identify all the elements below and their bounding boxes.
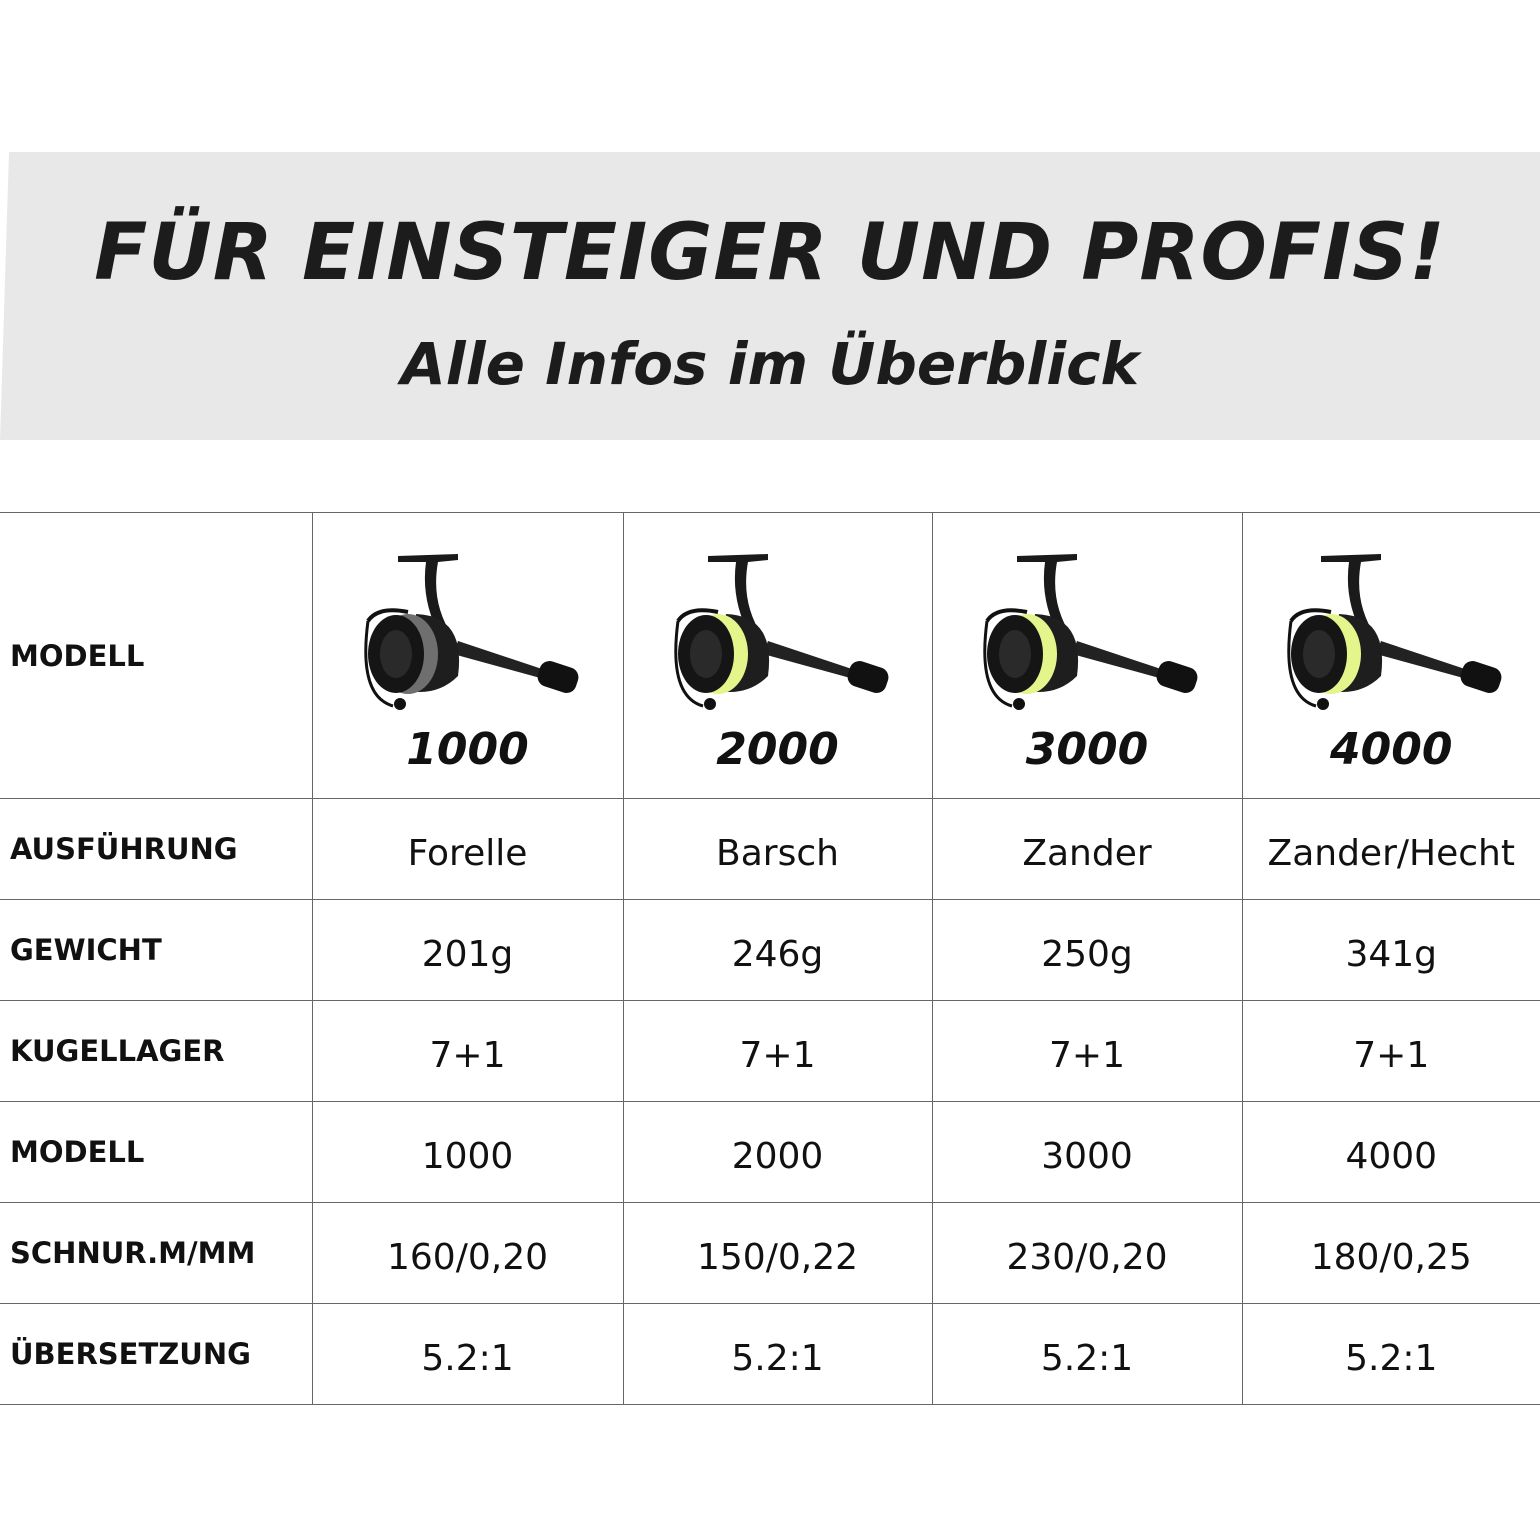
row-label: MODELL <box>0 512 312 799</box>
cell-value: Zander <box>1022 832 1152 874</box>
cell-value: 5.2:1 <box>731 1337 824 1379</box>
model-number: 4000 <box>1330 724 1453 775</box>
table-cell: 1000 <box>311 1101 623 1203</box>
row-label: ÜBERSETZUNG <box>0 1303 312 1405</box>
table-cell: Zander <box>931 798 1242 900</box>
row-label: KUGELLAGER <box>0 1000 312 1102</box>
table-cell: 5.2:1 <box>311 1303 623 1405</box>
fishing-reel-icon <box>1287 554 1502 710</box>
table-cell: 5.2:1 <box>622 1303 932 1405</box>
table-cell: 5.2:1 <box>931 1303 1242 1405</box>
row-label: SCHNUR.M/MM <box>0 1202 312 1304</box>
table-cell: 2000 <box>622 1101 932 1203</box>
model-number: 3000 <box>1025 724 1149 775</box>
fishing-reel-icon <box>363 554 578 710</box>
cell-value: 2000 <box>731 1135 824 1177</box>
table-cell: 3000 <box>931 1101 1242 1203</box>
cell-value: 7+1 <box>429 1034 506 1076</box>
row-label: MODELL <box>0 1101 312 1203</box>
cell-value: 180/0,25 <box>1310 1236 1472 1278</box>
cell-value: 7+1 <box>1049 1034 1125 1076</box>
cell-value: 160/0,20 <box>387 1236 548 1278</box>
cell-value: 7+1 <box>1353 1034 1430 1076</box>
table-cell: 7+1 <box>622 1000 932 1102</box>
table-cell: Zander/Hecht <box>1241 798 1540 900</box>
model-cell: 1000 <box>311 512 623 799</box>
table-row: AUSFÜHRUNG Forelle Barsch Zander Zander/Hech… <box>0 798 1540 900</box>
table-cell: 7+1 <box>1241 1000 1540 1102</box>
cell-value: 5.2:1 <box>1345 1337 1438 1379</box>
table-cell: 246g <box>622 899 932 1001</box>
cell-value: 5.2:1 <box>1040 1337 1134 1379</box>
comparison-table: MODELL 1000 2000 3000 4000 AUSFÜHRUNG For… <box>0 512 1540 1405</box>
cell-value: 1000 <box>421 1135 514 1177</box>
page-title: FÜR EINSTEIGER UND PROFIS! <box>94 208 1446 298</box>
cell-value: Barsch <box>716 832 839 874</box>
table-cell: 180/0,25 <box>1241 1202 1540 1304</box>
model-number: 2000 <box>716 724 839 775</box>
cell-value: 246g <box>731 933 824 975</box>
table-cell: 4000 <box>1241 1101 1540 1203</box>
cell-value: Zander/Hecht <box>1267 832 1515 874</box>
model-cell: 3000 <box>931 512 1242 799</box>
table-cell: 7+1 <box>311 1000 623 1102</box>
cell-value: 230/0,20 <box>1006 1236 1168 1278</box>
row-label: AUSFÜHRUNG <box>0 798 312 900</box>
header-banner <box>0 152 1540 440</box>
table-cell: 5.2:1 <box>1241 1303 1540 1405</box>
cell-value: Forelle <box>407 832 528 874</box>
table-cell: 7+1 <box>931 1000 1242 1102</box>
fishing-reel-icon <box>983 554 1198 710</box>
cell-value: 7+1 <box>739 1034 816 1076</box>
table-row: SCHNUR.M/MM 160/0,20 150/0,22 230/0,20 180/0… <box>0 1202 1540 1304</box>
table-row: ÜBERSETZUNG 5.2:1 5.2:1 5.2:1 5.2:1 <box>0 1303 1540 1405</box>
table-cell: Forelle <box>311 798 623 900</box>
table-cell: 230/0,20 <box>931 1202 1242 1304</box>
cell-value: 341g <box>1345 933 1438 975</box>
cell-value: 3000 <box>1041 1135 1133 1177</box>
table-row: MODELL 1000 2000 3000 4000 <box>0 1101 1540 1203</box>
table-cell: 160/0,20 <box>311 1202 623 1304</box>
cell-value: 201g <box>421 933 514 975</box>
cell-value: 5.2:1 <box>421 1337 514 1379</box>
table-cell: 150/0,22 <box>622 1202 932 1304</box>
cell-value: 250g <box>1041 933 1133 975</box>
model-header-row: MODELL 1000 2000 3000 4000 <box>0 512 1540 799</box>
table-cell: 341g <box>1241 899 1540 1001</box>
model-number: 1000 <box>406 724 529 775</box>
table-cell: 250g <box>931 899 1242 1001</box>
cell-value: 150/0,22 <box>697 1236 858 1278</box>
table-row: KUGELLAGER 7+1 7+1 7+1 7+1 <box>0 1000 1540 1102</box>
cell-value: 4000 <box>1345 1135 1438 1177</box>
model-cell: 2000 <box>622 512 932 799</box>
fishing-reel-icon <box>673 554 888 710</box>
page-subtitle: Alle Infos im Überblick <box>400 330 1140 398</box>
row-label: GEWICHT <box>0 899 312 1001</box>
table-row: GEWICHT 201g 246g 250g 341g <box>0 899 1540 1001</box>
table-cell: Barsch <box>622 798 932 900</box>
model-cell: 4000 <box>1241 512 1540 799</box>
table-cell: 201g <box>311 899 623 1001</box>
